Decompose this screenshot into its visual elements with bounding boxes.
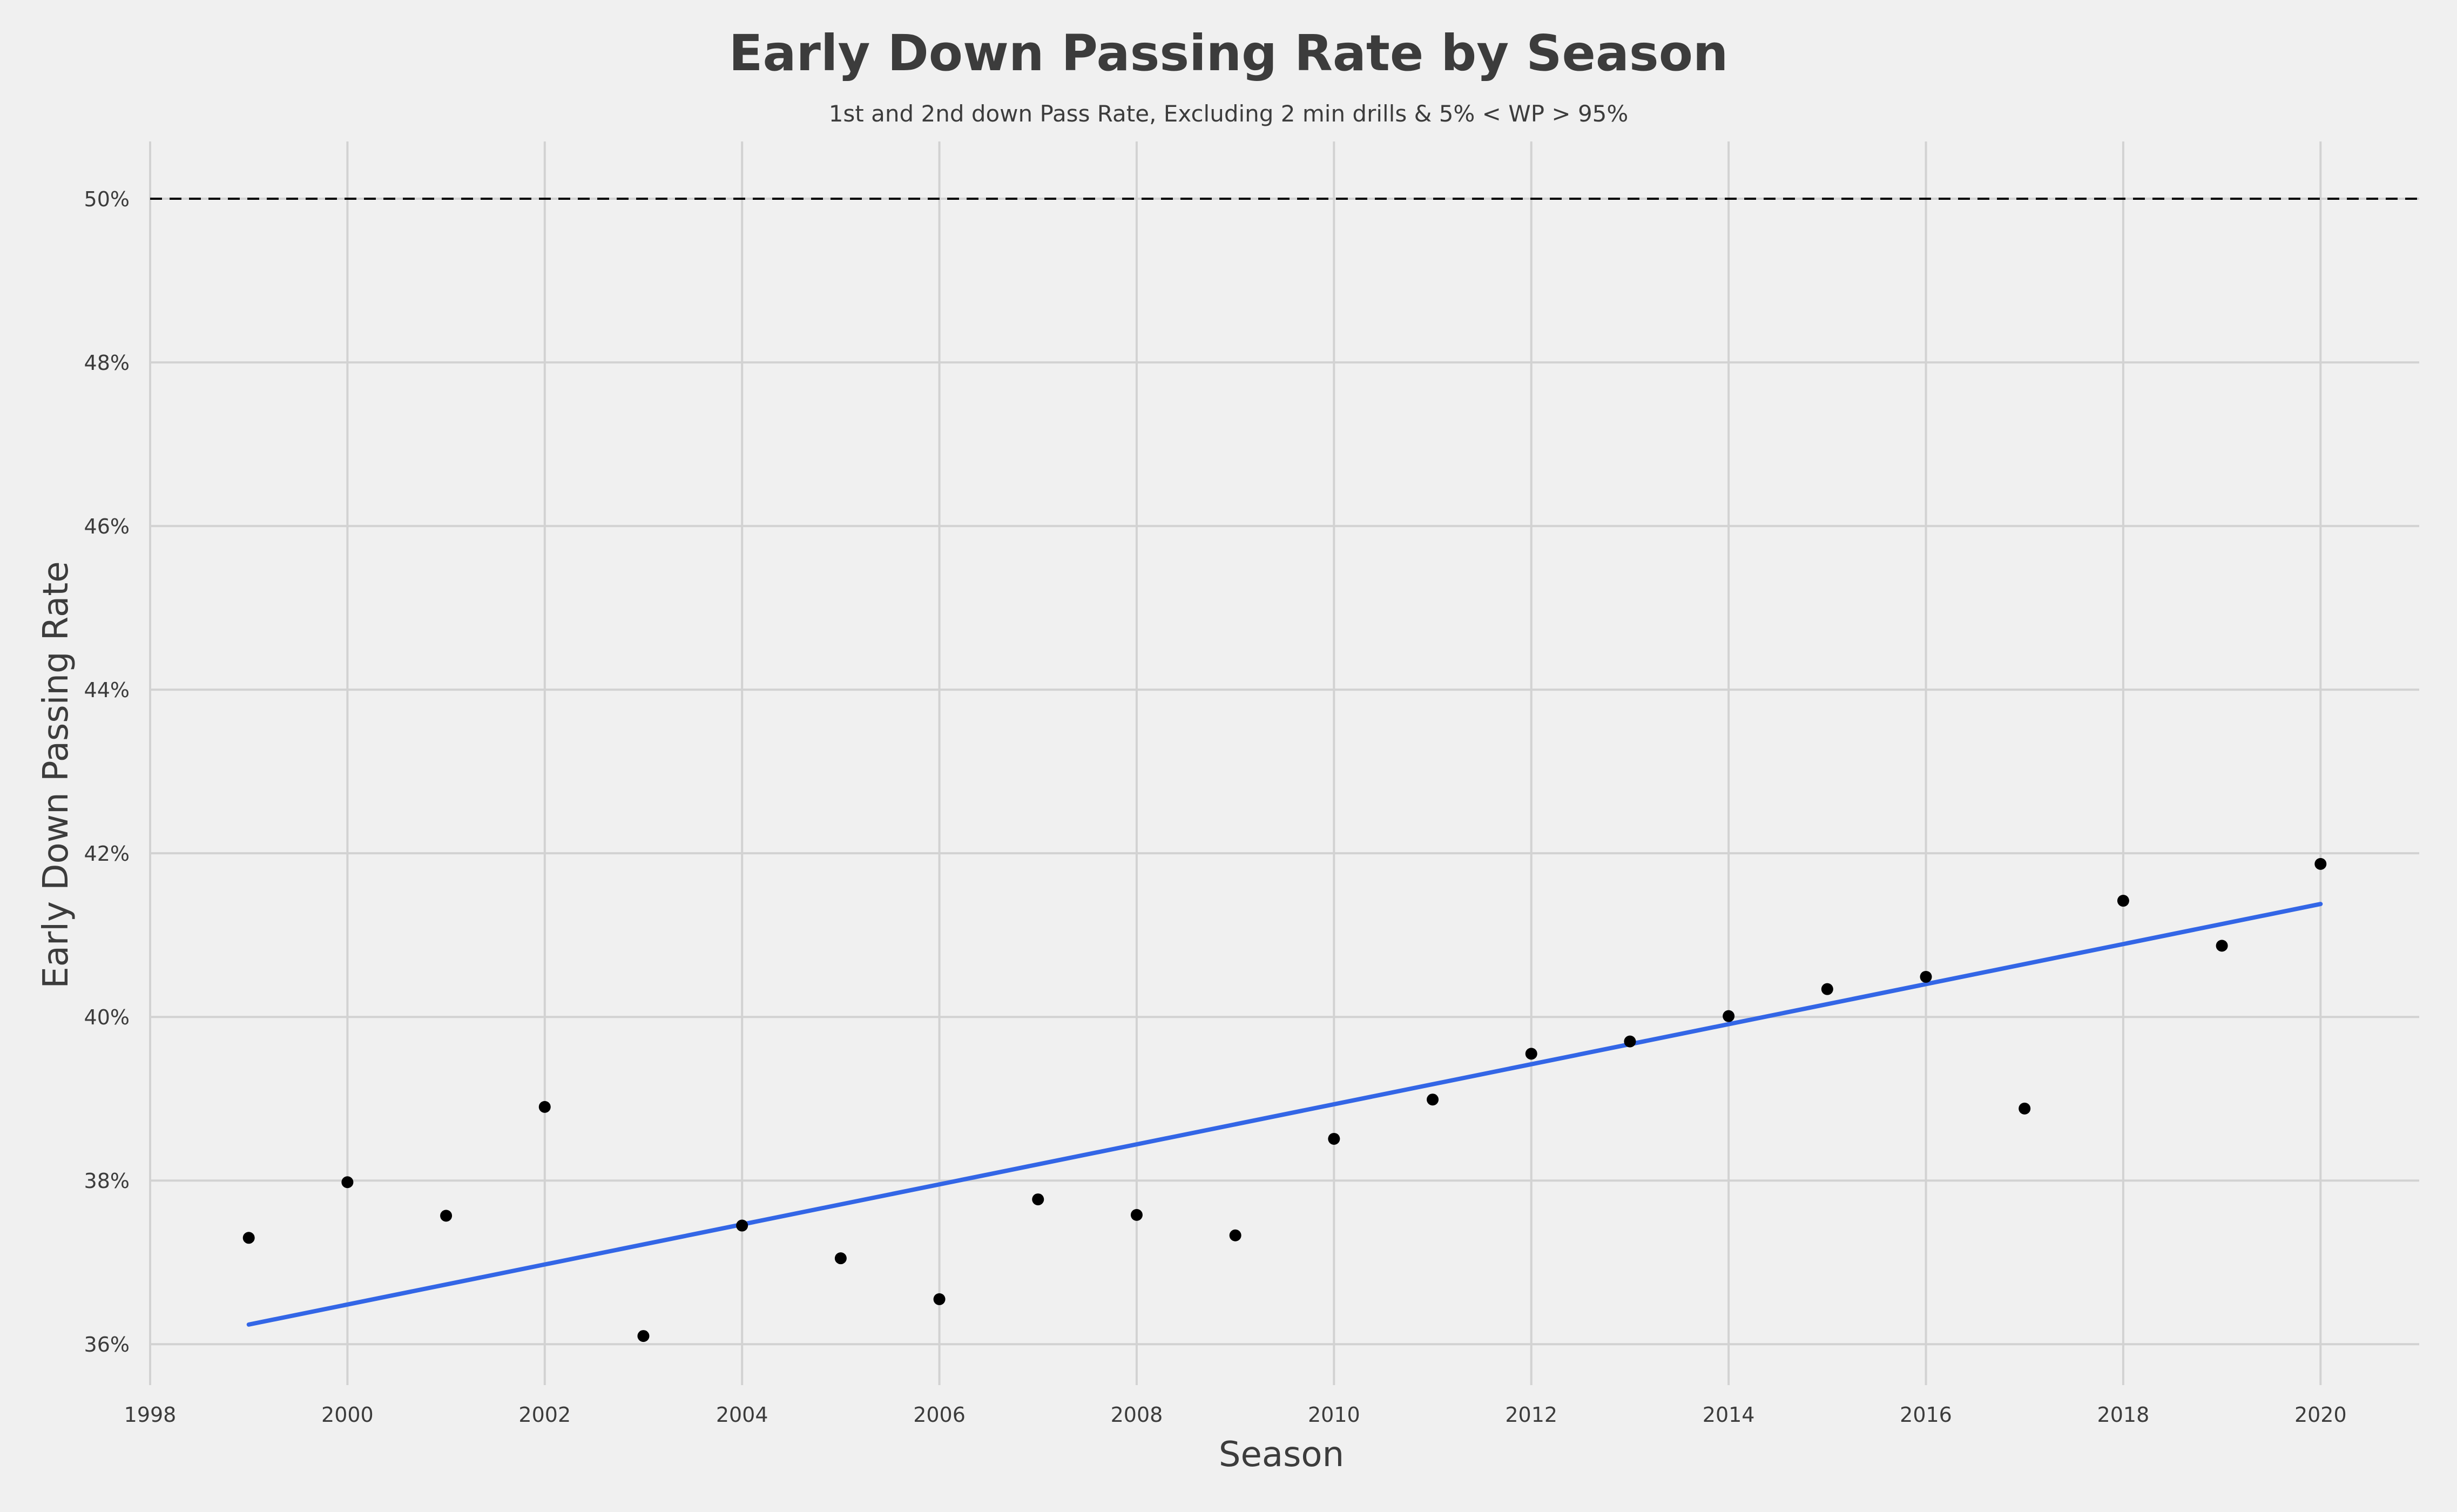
data-point xyxy=(1723,1010,1735,1022)
y-tick-label: 38% xyxy=(84,1169,130,1193)
chart-title: Early Down Passing Rate by Season xyxy=(729,24,1729,82)
data-point xyxy=(1525,1048,1537,1060)
data-point xyxy=(834,1252,847,1265)
data-point xyxy=(1427,1094,1439,1106)
y-tick-label: 42% xyxy=(84,842,130,866)
y-tick-label: 44% xyxy=(84,678,130,702)
x-tick-label: 2006 xyxy=(913,1403,966,1427)
data-point xyxy=(440,1210,453,1222)
x-tick-label: 2000 xyxy=(321,1403,374,1427)
x-gridlines xyxy=(149,141,2322,1385)
trend-line xyxy=(246,902,2323,1327)
data-point xyxy=(1821,983,1833,995)
x-tick-label: 2016 xyxy=(1900,1403,1952,1427)
data-point xyxy=(242,1232,255,1244)
x-tick-label: 2014 xyxy=(1703,1403,1755,1427)
data-point xyxy=(538,1101,551,1113)
y-gridlines xyxy=(150,198,2419,1346)
data-points xyxy=(242,858,2327,1342)
x-tick-label: 2002 xyxy=(518,1403,571,1427)
data-point xyxy=(1328,1132,1340,1145)
y-tick-label: 48% xyxy=(84,351,130,375)
x-tick-label: 2012 xyxy=(1505,1403,1557,1427)
y-tick-label: 40% xyxy=(84,1005,130,1029)
x-axis-title: Season xyxy=(1219,1435,1344,1475)
data-point xyxy=(2216,940,2228,952)
x-tick-label: 2010 xyxy=(1308,1403,1360,1427)
y-tick-label: 36% xyxy=(84,1333,130,1356)
chart-subtitle: 1st and 2nd down Pass Rate, Excluding 2 … xyxy=(829,100,1629,127)
x-tick-labels: 1998 2000 2002 2004 2006 2008 2010 2012 2014 2016… xyxy=(124,1403,2347,1427)
data-point xyxy=(2019,1102,2031,1115)
data-point xyxy=(1130,1209,1143,1221)
y-tick-label: 50% xyxy=(84,187,130,211)
x-tick-label: 1998 xyxy=(124,1403,177,1427)
y-tick-labels: 36% 38% 40% 42% 44% 46% 48% 50% xyxy=(84,187,130,1356)
data-point xyxy=(736,1219,748,1232)
x-tick-label: 2004 xyxy=(716,1403,768,1427)
trend-line-group xyxy=(246,902,2323,1327)
data-point xyxy=(933,1293,946,1305)
data-point xyxy=(1624,1035,1636,1048)
data-point xyxy=(2117,895,2129,907)
y-axis-title: Early Down Passing Rate xyxy=(36,561,76,988)
data-point xyxy=(341,1176,354,1189)
data-point xyxy=(637,1330,650,1342)
data-point xyxy=(1032,1193,1044,1206)
x-tick-label: 2008 xyxy=(1111,1403,1163,1427)
x-tick-label: 2018 xyxy=(2097,1403,2150,1427)
data-point xyxy=(1229,1229,1241,1241)
data-point xyxy=(1920,970,1932,983)
data-point xyxy=(2314,858,2327,870)
x-tick-label: 2020 xyxy=(2294,1403,2347,1427)
y-tick-label: 46% xyxy=(84,515,130,538)
